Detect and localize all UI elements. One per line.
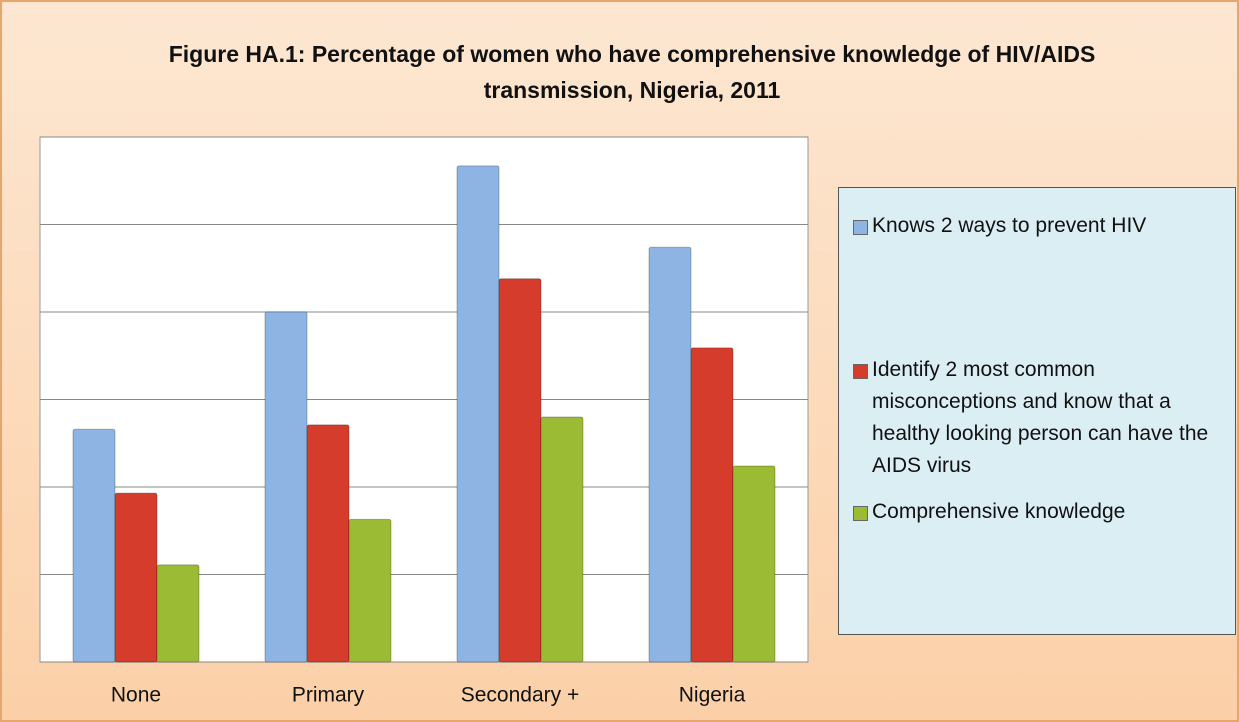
- bar: [114, 492, 158, 663]
- bar: [498, 278, 542, 663]
- bar: [456, 165, 500, 663]
- bar: [306, 424, 350, 663]
- legend-item: Knows 2 ways to prevent HIV: [853, 210, 1221, 242]
- bar: [264, 311, 308, 663]
- x-tick-label: Nigeria: [679, 684, 746, 707]
- x-tick-label: Secondary +: [461, 684, 580, 707]
- legend-label: Knows 2 ways to prevent HIV: [872, 214, 1147, 237]
- x-tick-label: None: [111, 684, 161, 707]
- x-tick-label: Primary: [292, 684, 365, 707]
- bar: [72, 428, 116, 663]
- legend-swatch: [853, 220, 868, 235]
- bar: [156, 564, 200, 663]
- bar: [732, 465, 776, 663]
- legend-item: Identify 2 most common misconceptions an…: [853, 354, 1221, 482]
- legend-swatch: [853, 364, 868, 379]
- legend: Knows 2 ways to prevent HIV Identify 2 mo…: [838, 187, 1236, 635]
- bar: [540, 416, 584, 663]
- chart-title: Figure HA.1: Percentage of women who hav…: [168, 41, 1096, 103]
- legend-label: Comprehensive knowledge: [872, 500, 1126, 523]
- bar: [648, 246, 692, 663]
- bar: [348, 518, 392, 663]
- legend-item: Comprehensive knowledge: [853, 496, 1221, 528]
- legend-label: Identify 2 most common misconceptions an…: [872, 358, 1209, 477]
- bar: [690, 347, 734, 663]
- legend-swatch: [853, 506, 868, 521]
